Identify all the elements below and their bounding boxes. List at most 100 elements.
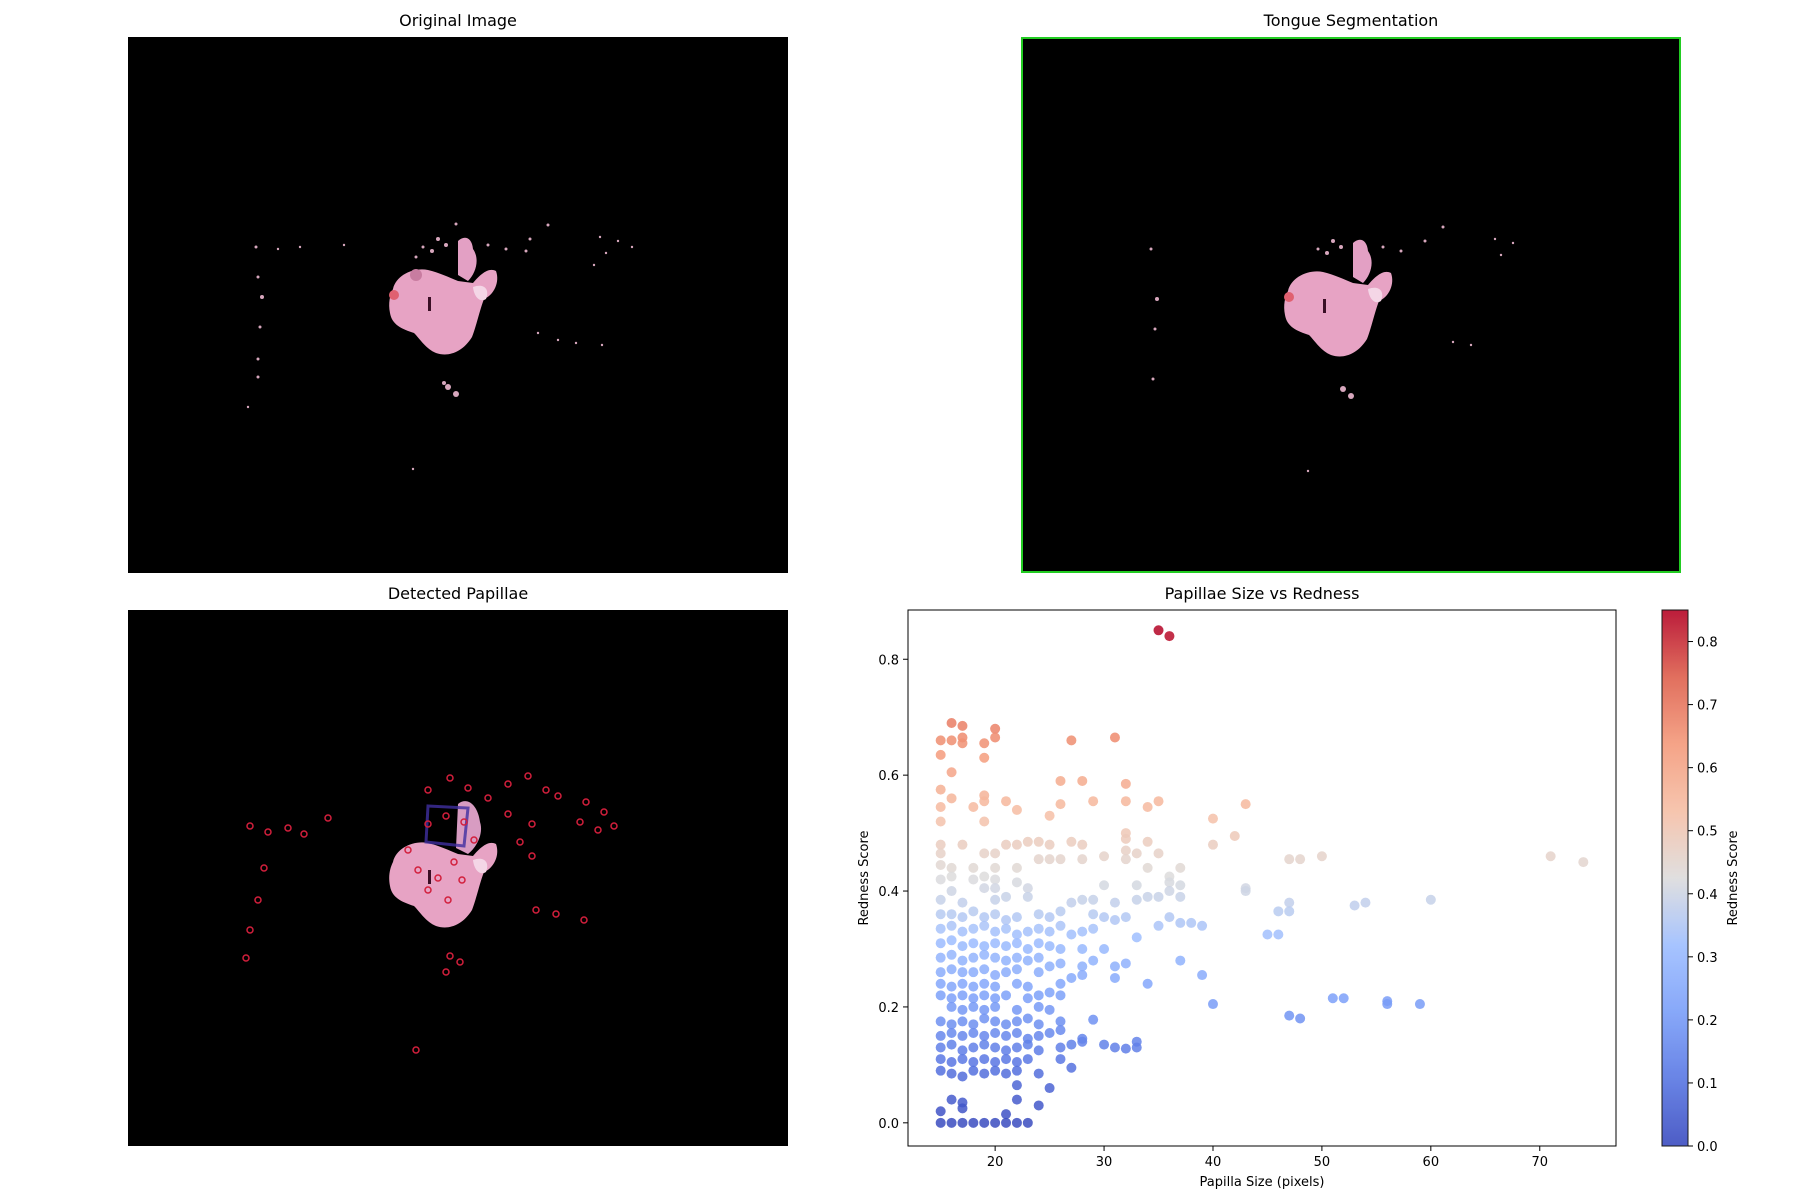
scatter-point <box>946 935 957 946</box>
scatter-point <box>979 964 990 975</box>
scatter-point <box>1011 1028 1022 1039</box>
scatter-point <box>1044 941 1055 952</box>
scatter-point <box>1109 961 1120 972</box>
scatter-point <box>979 990 990 1001</box>
scatter-point <box>1360 897 1371 908</box>
scatter-point <box>946 862 957 873</box>
x-tick-label: 60 <box>1423 1155 1440 1170</box>
scatter-point <box>1131 932 1142 943</box>
scatter-point <box>1120 833 1131 844</box>
scatter-point <box>1077 1036 1088 1047</box>
scatter-point <box>1262 929 1273 940</box>
scatter-point <box>946 1028 957 1039</box>
papilla-marker <box>324 814 332 822</box>
scatter-point <box>1153 920 1164 931</box>
scatter-point <box>935 848 946 859</box>
scatter-point <box>990 894 1001 905</box>
scatter-point <box>946 793 957 804</box>
colorbar <box>1661 609 1689 1147</box>
scatter-point <box>946 949 957 960</box>
colorbar-tick-label: 0.1 <box>1697 1077 1718 1092</box>
colorbar-tick-label: 0.6 <box>1697 762 1718 777</box>
scatter-point <box>957 1016 968 1027</box>
scatter-point <box>1011 804 1022 815</box>
scatter-point <box>935 1042 946 1053</box>
detected-papillae-title: Detected Papillae <box>387 584 529 603</box>
scatter-point <box>1066 929 1077 940</box>
scatter-point <box>946 993 957 1004</box>
scatter-point <box>935 923 946 934</box>
scatter-title: Papillae Size vs Redness <box>1164 584 1360 603</box>
scatter-point <box>935 990 946 1001</box>
scatter-point <box>1109 972 1120 983</box>
scatter-point <box>1001 990 1012 1001</box>
scatter-point <box>1001 1117 1012 1128</box>
papilla-marker <box>610 822 618 830</box>
colorbar-tick-label: 0.7 <box>1697 699 1718 714</box>
scatter-point <box>1044 926 1055 937</box>
scatter-point <box>946 1117 957 1128</box>
scatter-point <box>946 717 957 728</box>
scatter-point <box>935 859 946 870</box>
scatter-point <box>935 894 946 905</box>
scatter-point <box>1033 909 1044 920</box>
scatter-point <box>1011 1056 1022 1067</box>
scatter-point <box>1011 1065 1022 1076</box>
scatter-point <box>957 941 968 952</box>
papilla-marker <box>442 812 450 820</box>
scatter-point <box>1088 796 1099 807</box>
y-tick-label: 0.2 <box>878 1001 899 1016</box>
detected-papillae-image <box>128 610 788 1146</box>
scatter-point <box>1131 880 1142 891</box>
papilla-marker <box>242 954 250 962</box>
scatter-point <box>935 1030 946 1041</box>
scatter-point <box>979 949 990 960</box>
scatter-point <box>946 767 957 778</box>
scatter-point <box>990 1016 1001 1027</box>
scatter-point <box>990 938 1001 949</box>
scatter-point <box>1164 631 1175 642</box>
scatter-point <box>1066 836 1077 847</box>
scatter-point <box>1207 813 1218 824</box>
scatter-point <box>935 784 946 795</box>
scatter-point <box>1011 929 1022 940</box>
scatter-point <box>935 967 946 978</box>
scatter-point <box>979 1054 990 1065</box>
scatter-point <box>990 848 1001 859</box>
papillae-overlay <box>242 772 618 1054</box>
scatter-point <box>979 871 990 882</box>
scatter-point <box>1044 987 1055 998</box>
papilla-marker <box>516 838 524 846</box>
scatter-point <box>1022 981 1033 992</box>
scatter-point <box>1088 894 1099 905</box>
x-tick-label: 40 <box>1205 1155 1222 1170</box>
scatter-point <box>1077 926 1088 937</box>
papilla-marker <box>246 822 254 830</box>
scatter-point <box>1033 967 1044 978</box>
colorbar-ticks: 0.0 0.1 0.2 0.3 0.4 0.5 0.6 0.7 0.8 <box>1688 636 1718 1155</box>
scatter-point <box>990 993 1001 1004</box>
papilla-marker <box>260 864 268 872</box>
scatter-point <box>1578 857 1589 868</box>
scatter-point <box>1120 778 1131 789</box>
scatter-point <box>1033 938 1044 949</box>
tongue-segmentation-image <box>1021 37 1681 573</box>
points-layer <box>935 625 1589 1128</box>
scatter-point <box>1044 810 1055 821</box>
scatter-point <box>957 955 968 966</box>
scatter-point <box>935 952 946 963</box>
scatter-point <box>1011 1117 1022 1128</box>
scatter-point <box>1001 796 1012 807</box>
scatter-point <box>1109 1042 1120 1053</box>
y-axis-label: Redness Score <box>857 830 872 925</box>
colorbar-tick-label: 0.8 <box>1697 636 1718 651</box>
scatter-point <box>1001 923 1012 934</box>
scatter-point <box>946 1039 957 1050</box>
scatter-point <box>1022 891 1033 902</box>
scatter-point <box>935 816 946 827</box>
scatter-point <box>1186 917 1197 928</box>
scatter-point <box>935 1117 946 1128</box>
scatter-point <box>1001 839 1012 850</box>
scatter-point <box>946 981 957 992</box>
scatter-point <box>990 981 1001 992</box>
